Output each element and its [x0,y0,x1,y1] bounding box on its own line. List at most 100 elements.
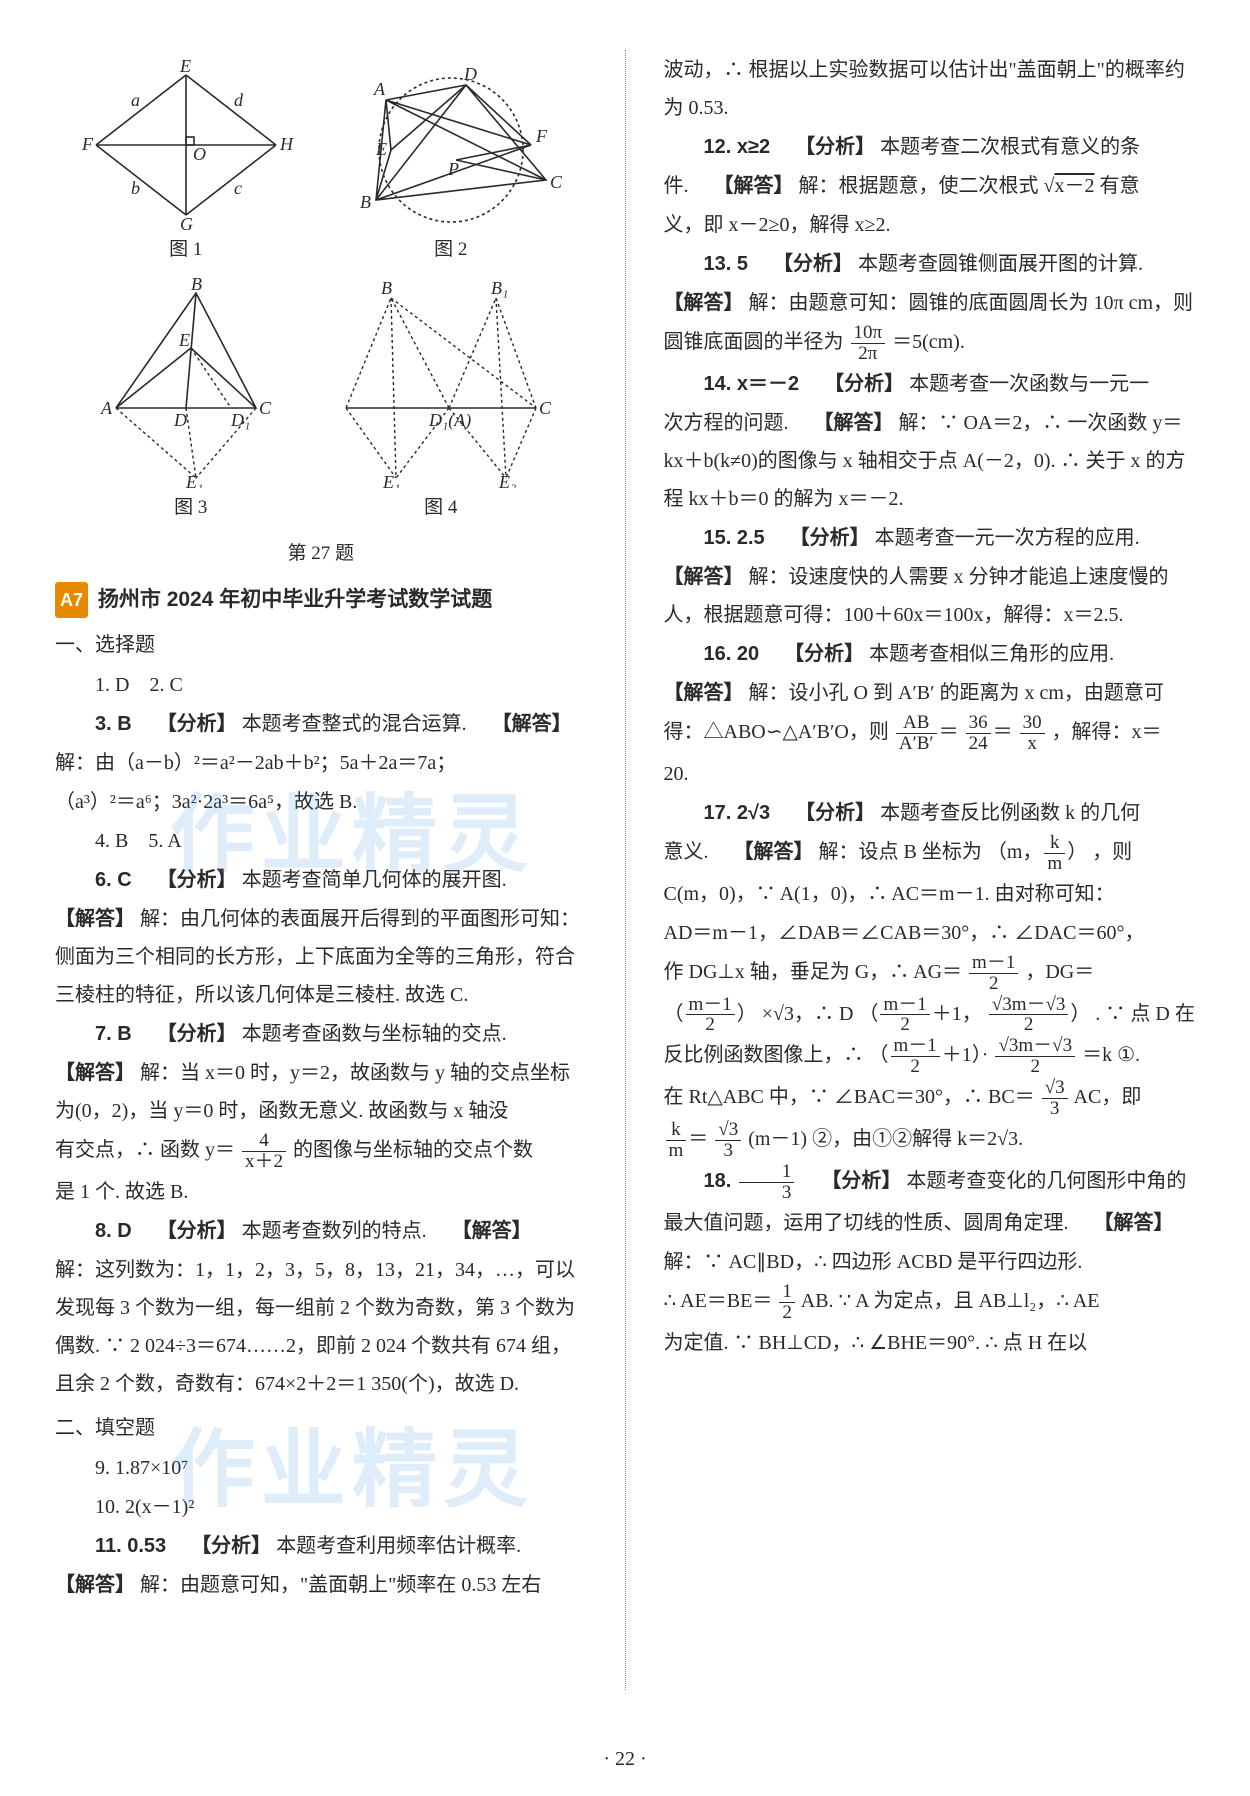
right-column: 波动，∴ 根据以上实验数据可以估计出"盖面朝上"的概率约为 0.53. 12. … [656,50,1196,1746]
svg-text:D₁: D₁ [230,410,250,430]
q7-sol-2: 有交点，∴ 函数 y＝ 4x＋2 的图像与坐标轴的交点个数 [55,1131,587,1172]
figure-4: B B₁ D₁(A) C E₁ E₂ 图 4 [331,278,551,526]
figure-1-caption: 图 1 [76,232,296,268]
q13: 13. 5 【分析】 本题考查圆锥侧面展开图的计算. [664,245,1196,283]
q17-sol-4: 作 DG⊥x 轴，垂足为 G，∴ AG＝ m－12 ，DG＝ [664,953,1196,994]
q11-topic: 本题考查利用频率估计概率. [276,1535,521,1557]
sqrt-xm2: x－2 [1054,175,1094,197]
answer-label: 【解答】 [55,1574,135,1596]
svg-text:A: A [100,398,113,418]
q11: 11. 0.53 【分析】 本题考查利用频率估计概率. [55,1527,587,1565]
column-divider [625,50,626,1690]
svg-text:c: c [234,178,242,198]
q7-topic: 本题考查函数与坐标轴的交点. [242,1023,507,1045]
analysis-label: 【分析】 [795,802,875,824]
q3-sol-1: 解：由（a－b）²＝a²－2ab＋b²；5a＋2a＝7a； [55,744,587,782]
q16-sol-3: 20. [664,755,1196,793]
fraction-m1-2-a: m－12 [967,953,1020,994]
svg-text:H: H [279,134,294,154]
answer-label: 【解答】 [734,841,814,863]
section-2-heading: 二、填空题 [55,1409,587,1447]
q16-num: 16. 20 [704,643,780,665]
q4-answer: 4. B 5. A [55,822,587,860]
q16-topic: 本题考查相似三角形的应用. [869,643,1114,665]
figure-3: B A C D E D₁ E₁ 图 3 [91,278,291,526]
svg-text:C: C [539,398,551,418]
fraction-AB-ABp: ABA′B′ [894,713,939,754]
svg-text:P: P [447,159,459,179]
q7-num: 7. B [95,1023,152,1045]
svg-text:D₁(A): D₁(A) [428,410,471,431]
q17: 17. 2√3 【分析】 本题考查反比例函数 k 的几何 [664,794,1196,832]
exam-title: A7 扬州市 2024 年初中毕业升学考试数学试题 [55,580,587,620]
q18: 18. 13 【分析】 本题考查变化的几何图形中角的 [664,1162,1196,1203]
q16: 16. 20 【分析】 本题考查相似三角形的应用. [664,635,1196,673]
svg-text:D: D [173,410,187,430]
q6-sol: 【解答】 解：由几何体的表面展开后得到的平面图形可知：侧面为三个相同的长方形，上… [55,900,587,1014]
figure-row-2: B A C D E D₁ E₁ 图 3 [55,278,587,526]
svg-text:a: a [131,90,140,110]
analysis-label: 【分析】 [773,253,853,275]
answer-label: 【解答】 [55,908,135,930]
q13-num: 13. 5 [704,253,768,275]
title-text: 扬州市 2024 年初中毕业升学考试数学试题 [98,588,492,611]
q14-num: 14. x＝－2 [704,373,820,395]
svg-text:B₁: B₁ [491,278,508,298]
q18-sol-4: 为定值. ∵ BH⊥CD，∴ ∠BHE＝90°. ∴ 点 H 在以 [664,1324,1196,1362]
q11-cont: 波动，∴ 根据以上实验数据可以估计出"盖面朝上"的概率约为 0.53. [664,51,1196,127]
q18-sol-2: 解：∵ AC∥BD，∴ 四边形 ACBD 是平行四边形. [664,1243,1196,1281]
fraction-1-3: 13 [737,1162,797,1203]
title-badge: A7 [55,582,88,618]
answer-label: 【解答】 [664,566,744,588]
svg-text:E: E [375,139,387,159]
svg-text:G: G [180,214,193,230]
svg-text:d: d [234,90,244,110]
svg-text:E₁: E₁ [185,472,203,488]
svg-text:E: E [178,330,190,350]
svg-text:O: O [193,144,206,164]
q11-sol: 【解答】 解：由题意可知，"盖面朝上"频率在 0.53 左右 [55,1566,587,1604]
answer-label: 【解答】 [492,713,572,735]
q14: 14. x＝－2 【分析】 本题考查一次函数与一元一 [664,365,1196,403]
svg-text:b: b [131,178,140,198]
q18-topic: 本题考查变化的几何图形中角的 [906,1170,1186,1192]
q7: 7. B 【分析】 本题考查函数与坐标轴的交点. [55,1015,587,1053]
q3-num: 3. B [95,713,152,735]
figure-2-caption: 图 2 [336,232,566,268]
figure-row-1: E F H G O a d b c 图 1 [55,60,587,268]
svg-text:C: C [259,398,272,418]
q3-sol-2: （a³）²＝a⁶；3a²·2a³＝6a⁵，故选 B. [55,783,587,821]
fraction-m1-2-b: m－12 [684,995,737,1036]
q11-num: 11. 0.53 [95,1535,186,1557]
answer-label: 【解答】 [664,292,744,314]
analysis-label: 【分析】 [157,869,237,891]
q8-num: 8. D [95,1220,152,1242]
question-27-caption: 第 27 题 [55,536,587,572]
answer-label: 【解答】 [452,1220,532,1242]
svg-text:B: B [381,278,392,298]
q13-topic: 本题考查圆锥侧面展开图的计算. [858,253,1143,275]
answer-label: 【解答】 [1094,1212,1174,1234]
fraction-10pi-2pi: 10π2π [849,323,888,364]
q17-sol-6: 反比例函数图像上，∴ （m－12＋1）· √3m－√32 ＝k ①. [664,1036,1196,1077]
analysis-label: 【分析】 [795,136,875,158]
q6-num: 6. C [95,869,152,891]
q18-sol-3: ∴ AE＝BE＝ 12 AB. ∵ A 为定点，且 AB⊥l₂，∴ AE [664,1282,1196,1323]
analysis-label: 【分析】 [824,373,904,395]
q6-topic: 本题考查简单几何体的展开图. [242,869,507,891]
figure-2: A D F C B E P 图 2 [336,60,566,268]
q12-num: 12. x≥2 [704,136,791,158]
fraction-m1-2-c: m－12 [878,995,931,1036]
q15-sol: 【解答】 解：设速度快的人需要 x 分钟才能追上速度慢的人，根据题意可得：100… [664,558,1196,634]
fraction-4-over-xp2: 4x＋2 [240,1131,288,1172]
q18-sol-1: 最大值问题，运用了切线的性质、圆周角定理. 【解答】 [664,1204,1196,1242]
analysis-label: 【分析】 [784,643,864,665]
figure-1: E F H G O a d b c 图 1 [76,60,296,268]
fraction-m1-2-d: m－12 [889,1036,942,1077]
fraction-r3-3: √33 [1040,1078,1070,1119]
q12: 12. x≥2 【分析】 本题考查二次根式有意义的条 [664,128,1196,166]
svg-text:C: C [550,172,563,192]
answer-label: 【解答】 [714,175,794,197]
q6: 6. C 【分析】 本题考查简单几何体的展开图. [55,861,587,899]
q9: 9. 1.87×10⁷ [55,1449,587,1487]
